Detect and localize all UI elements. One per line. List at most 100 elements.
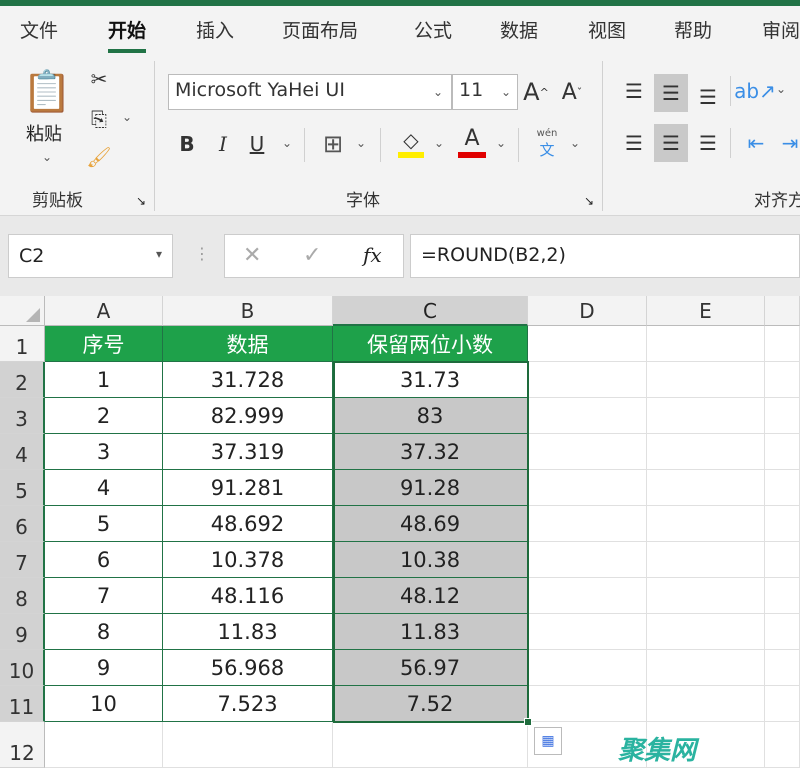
cell-C6[interactable]: 48.69	[333, 506, 528, 542]
bold-button[interactable]: B	[179, 132, 195, 156]
cell-D9[interactable]	[528, 614, 647, 650]
cell-B12[interactable]	[163, 722, 333, 768]
cell-A12[interactable]	[45, 722, 163, 768]
align-bottom-icon[interactable]: ☰	[699, 85, 717, 109]
paste-icon[interactable]: 📋	[22, 68, 72, 115]
tab-3[interactable]: 页面布局	[282, 20, 359, 42]
cell-E10[interactable]	[647, 650, 765, 686]
cell-F10[interactable]	[765, 650, 800, 686]
row-header-9[interactable]: 9	[0, 614, 45, 650]
column-header-D[interactable]: D	[528, 296, 647, 326]
row-header-3[interactable]: 3	[0, 398, 45, 434]
row-header-11[interactable]: 11	[0, 686, 45, 722]
cell-D2[interactable]	[528, 362, 647, 398]
italic-button[interactable]: I	[219, 132, 227, 156]
font-name-combo[interactable]: Microsoft YaHei UI ⌄	[168, 74, 452, 110]
copy-icon[interactable]: ⎘	[91, 107, 107, 131]
format-painter-icon[interactable]: 🖌	[86, 145, 112, 169]
row-header-8[interactable]: 8	[0, 578, 45, 614]
cell-A2[interactable]: 1	[45, 362, 163, 398]
row-header-2[interactable]: 2	[0, 362, 45, 398]
row-header-12[interactable]: 12	[0, 722, 45, 768]
fill-color-chevron-icon[interactable]: ⌄	[434, 136, 445, 150]
cell-F5[interactable]	[765, 470, 800, 506]
name-box[interactable]: C2 ▾	[8, 234, 173, 278]
cell-A10[interactable]: 9	[45, 650, 163, 686]
cell-F6[interactable]	[765, 506, 800, 542]
increase-indent-icon[interactable]: ⇥	[781, 131, 799, 155]
cell-A1[interactable]: 序号	[45, 326, 163, 362]
formula-bar-grip-icon[interactable]: ⋮	[194, 244, 210, 263]
cell-C5[interactable]: 91.28	[333, 470, 528, 506]
font-color-chevron-icon[interactable]: ⌄	[496, 136, 507, 150]
row-header-6[interactable]: 6	[0, 506, 45, 542]
cell-E5[interactable]	[647, 470, 765, 506]
cell-E6[interactable]	[647, 506, 765, 542]
cell-B2[interactable]: 31.728	[163, 362, 333, 398]
column-header-E[interactable]: E	[647, 296, 765, 326]
cell-C9[interactable]: 11.83	[333, 614, 528, 650]
fill-color-icon[interactable]: ◇	[403, 128, 419, 152]
cell-A11[interactable]: 10	[45, 686, 163, 722]
orientation-icon[interactable]: ab↗	[734, 79, 776, 103]
cell-E1[interactable]	[647, 326, 765, 362]
cell-E2[interactable]	[647, 362, 765, 398]
cell-C2[interactable]: 31.73	[333, 362, 528, 398]
cancel-icon[interactable]: ✕	[243, 243, 262, 268]
cell-F1[interactable]	[765, 326, 800, 362]
decrease-indent-icon[interactable]: ⇤	[747, 131, 765, 155]
cell-C1[interactable]: 保留两位小数	[333, 326, 528, 362]
cell-D6[interactable]	[528, 506, 647, 542]
cell-B5[interactable]: 91.281	[163, 470, 333, 506]
row-header-7[interactable]: 7	[0, 542, 45, 578]
cell-B1[interactable]: 数据	[163, 326, 333, 362]
cell-D3[interactable]	[528, 398, 647, 434]
row-header-5[interactable]: 5	[0, 470, 45, 506]
cell-C4[interactable]: 37.32	[333, 434, 528, 470]
underline-button[interactable]: U	[249, 132, 265, 156]
cell-D8[interactable]	[528, 578, 647, 614]
cell-D4[interactable]	[528, 434, 647, 470]
column-header-A[interactable]: A	[45, 296, 163, 326]
column-header-C[interactable]: C	[333, 296, 528, 326]
cell-A6[interactable]: 5	[45, 506, 163, 542]
cell-F4[interactable]	[765, 434, 800, 470]
row-header-1[interactable]: 1	[0, 326, 45, 362]
tab-1[interactable]: 开始	[108, 16, 147, 53]
tab-5[interactable]: 数据	[500, 20, 539, 42]
orientation-chevron-icon[interactable]: ⌄	[776, 82, 787, 96]
align-middle-icon[interactable]: ☰	[654, 74, 688, 112]
cell-C10[interactable]: 56.97	[333, 650, 528, 686]
font-color-icon[interactable]: A	[464, 125, 480, 151]
enter-icon[interactable]: ✓	[303, 243, 322, 268]
cell-A4[interactable]: 3	[45, 434, 163, 470]
cell-C11[interactable]: 7.52	[333, 686, 528, 722]
cell-E9[interactable]	[647, 614, 765, 650]
cell-F3[interactable]	[765, 398, 800, 434]
cell-B7[interactable]: 10.378	[163, 542, 333, 578]
tab-2[interactable]: 插入	[196, 20, 235, 42]
borders-icon[interactable]: ⊞	[322, 130, 344, 158]
row-header-4[interactable]: 4	[0, 434, 45, 470]
column-header-B[interactable]: B	[163, 296, 333, 326]
tab-8[interactable]: 审阅	[762, 20, 800, 42]
cell-D10[interactable]	[528, 650, 647, 686]
cell-B11[interactable]: 7.523	[163, 686, 333, 722]
cell-B9[interactable]: 11.83	[163, 614, 333, 650]
align-right-icon[interactable]: ☰	[699, 131, 717, 155]
cell-A8[interactable]: 7	[45, 578, 163, 614]
cell-C8[interactable]: 48.12	[333, 578, 528, 614]
cell-A3[interactable]: 2	[45, 398, 163, 434]
tab-6[interactable]: 视图	[588, 20, 627, 42]
cell-A9[interactable]: 8	[45, 614, 163, 650]
cell-F8[interactable]	[765, 578, 800, 614]
cell-A7[interactable]: 6	[45, 542, 163, 578]
phonetic-icon[interactable]: wén 文	[536, 128, 558, 159]
cell-B4[interactable]: 37.319	[163, 434, 333, 470]
tab-7[interactable]: 帮助	[674, 20, 713, 42]
cell-F11[interactable]	[765, 686, 800, 722]
cell-F9[interactable]	[765, 614, 800, 650]
cell-B6[interactable]: 48.692	[163, 506, 333, 542]
underline-chevron-icon[interactable]: ⌄	[282, 136, 293, 150]
formula-input[interactable]: =ROUND(B2,2)	[410, 234, 800, 278]
